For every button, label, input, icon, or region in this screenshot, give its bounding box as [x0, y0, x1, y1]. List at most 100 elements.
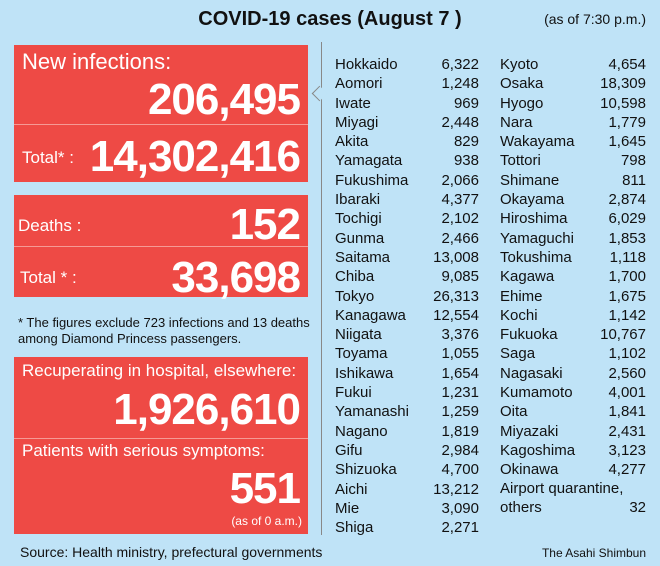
divider [14, 246, 308, 247]
prefecture-name: Niigata [335, 326, 382, 344]
prefecture-row: Tokushima 1,118 [500, 248, 646, 267]
prefecture-cases: 4,277 [608, 461, 646, 479]
prefecture-row: Ibaraki 4,377 [335, 190, 479, 209]
prefecture-name: Hiroshima [500, 210, 568, 228]
prefecture-cases: 2,560 [608, 364, 646, 382]
prefecture-row: Aichi 13,212 [335, 480, 479, 499]
prefecture-row: Tochigi 2,102 [335, 209, 479, 228]
prefecture-cases: 9,085 [441, 268, 479, 286]
prefecture-name: Hyogo [500, 94, 544, 112]
source-note: Source: Health ministry, prefectural gov… [20, 544, 323, 560]
prefecture-row: Kanagawa 12,554 [335, 306, 479, 325]
prefecture-name: Shiga [335, 519, 374, 537]
prefecture-cases: 13,008 [433, 248, 479, 266]
deaths-value: 152 [229, 200, 301, 249]
prefecture-name: Fukui [335, 384, 372, 402]
prefecture-cases: 26,313 [433, 287, 479, 305]
prefecture-row: Fukuoka 10,767 [500, 325, 646, 344]
prefecture-name: Gunma [335, 229, 385, 247]
prefecture-row: Wakayama 1,645 [500, 132, 646, 151]
prefecture-row: Iwate 969 [335, 94, 479, 113]
page-title: COVID-19 cases (August 7 ) [198, 8, 462, 30]
prefecture-cases: 2,102 [441, 210, 479, 228]
prefecture-name: Saga [500, 345, 536, 363]
prefecture-name: Tottori [500, 152, 541, 170]
prefecture-cases: 2,448 [441, 113, 479, 131]
prefecture-table-right: Kyoto 4,654 Osaka 18,309 Hyogo 10,598 Nara 1,77… [500, 55, 646, 480]
prefecture-cases: 3,123 [608, 441, 646, 459]
prefecture-name: Kyoto [500, 56, 539, 73]
prefecture-row: Miyazaki 2,431 [500, 422, 646, 441]
prefecture-cases: 1,841 [608, 403, 646, 421]
prefecture-name: Nara [500, 113, 533, 131]
divider [14, 124, 308, 125]
prefecture-row: Hyogo 10,598 [500, 94, 646, 113]
prefecture-row: Gifu 2,984 [335, 441, 479, 460]
prefecture-cases: 1,819 [441, 422, 479, 440]
prefecture-name: Tochigi [335, 210, 382, 228]
prefecture-row: Tottori 798 [500, 151, 646, 170]
prefecture-table-left: Hokkaido 6,322 Aomori 1,248 Iwate 969 Miyagi 2,… [335, 55, 479, 537]
prefecture-row: Mie 3,090 [335, 499, 479, 518]
prefecture-name: Saitama [335, 248, 391, 266]
recuperating-value: 1,926,610 [113, 385, 301, 434]
prefecture-cases: 1,700 [608, 268, 646, 286]
prefecture-row: Fukushima 2,066 [335, 171, 479, 190]
hospital-panel: Recuperating in hospital, elsewhere: 1,9… [14, 357, 308, 534]
infections-panel: New infections: 206,495 Total* : 14,302,… [14, 45, 308, 182]
prefecture-row: Hiroshima 6,029 [500, 209, 646, 228]
prefecture-name: Fukushima [335, 171, 409, 189]
prefecture-name: Yamaguchi [500, 229, 574, 247]
prefecture-name: Oita [500, 403, 528, 421]
airport-label-2: others [500, 499, 542, 517]
prefecture-row: Kochi 1,142 [500, 306, 646, 325]
prefecture-row: Saga 1,102 [500, 344, 646, 363]
prefecture-row: Kumamoto 4,001 [500, 383, 646, 402]
prefecture-row: Okayama 2,874 [500, 190, 646, 209]
as-of-time: (as of 7:30 p.m.) [544, 11, 646, 27]
prefecture-row: Yamaguchi 1,853 [500, 229, 646, 248]
prefecture-row: Oita 1,841 [500, 402, 646, 421]
prefecture-cases: 18,309 [600, 75, 646, 93]
prefecture-cases: 1,118 [609, 248, 646, 266]
prefecture-cases: 1,231 [441, 384, 479, 402]
prefecture-name: Fukuoka [500, 326, 558, 344]
prefecture-row: Kagawa 1,700 [500, 267, 646, 286]
prefecture-name: Aomori [335, 75, 383, 93]
prefecture-cases: 2,466 [441, 229, 479, 247]
airport-quarantine: Airport quarantine, others 32 [500, 479, 646, 518]
prefecture-cases: 1,645 [608, 133, 646, 151]
prefecture-cases: 6,322 [441, 56, 479, 73]
prefecture-name: Osaka [500, 75, 544, 93]
recuperating-label: Recuperating in hospital, elsewhere: [22, 361, 297, 380]
prefecture-name: Shimane [500, 171, 560, 189]
prefecture-name: Ibaraki [335, 191, 381, 209]
prefecture-cases: 4,700 [441, 461, 479, 479]
prefecture-cases: 2,066 [441, 171, 479, 189]
prefecture-cases: 1,675 [608, 287, 646, 305]
prefecture-name: Miyagi [335, 113, 379, 131]
prefecture-row: Chiba 9,085 [335, 267, 479, 286]
prefecture-row: Ehime 1,675 [500, 287, 646, 306]
prefecture-name: Tokushima [500, 248, 572, 266]
publisher-credit: The Asahi Shimbun [541, 546, 646, 560]
prefecture-cases: 12,554 [433, 306, 479, 324]
prefecture-cases: 4,377 [441, 191, 479, 209]
prefecture-name: Kumamoto [500, 384, 573, 402]
prefecture-row: Osaka 18,309 [500, 74, 646, 93]
prefecture-cases: 2,874 [608, 191, 646, 209]
prefecture-row: Aomori 1,248 [335, 74, 479, 93]
prefecture-name: Nagasaki [500, 364, 563, 382]
prefecture-row: Kyoto 4,654 [500, 55, 646, 74]
prefecture-name: Gifu [335, 441, 363, 459]
prefecture-row: Nagasaki 2,560 [500, 364, 646, 383]
prefecture-name: Shizuoka [335, 461, 397, 479]
deaths-label: Deaths : [18, 216, 82, 235]
prefecture-name: Kagawa [500, 268, 555, 286]
prefecture-name: Kagoshima [500, 441, 576, 459]
prefecture-row: Ishikawa 1,654 [335, 364, 479, 383]
airport-value: 32 [629, 499, 646, 517]
prefecture-row: Akita 829 [335, 132, 479, 151]
prefecture-row: Miyagi 2,448 [335, 113, 479, 132]
